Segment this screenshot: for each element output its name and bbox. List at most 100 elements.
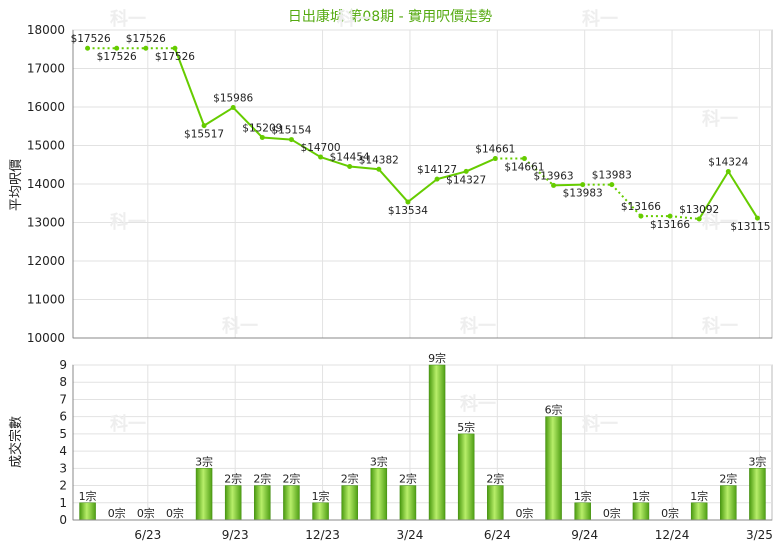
bar-value-label: 2宗 <box>486 472 504 486</box>
x-tick-label: 9/23 <box>222 528 249 542</box>
axes: 6/23 9/23 12/23 3/24 6/24 9/24 12/24 3/25 10000 1… <box>27 23 773 542</box>
line-value-label: $15517 <box>184 129 224 141</box>
line-point <box>230 105 236 111</box>
line-point <box>521 156 527 162</box>
x-tick-label: 6/23 <box>134 528 161 542</box>
bar-y-tick-label: 0 <box>59 513 67 527</box>
line-point <box>667 213 673 219</box>
line-point <box>551 182 557 188</box>
line-segment <box>378 168 409 203</box>
bar-value-label: 5宗 <box>457 420 475 434</box>
bar <box>749 468 766 521</box>
line-point <box>318 154 324 160</box>
line-segment-dotted <box>611 183 642 217</box>
watermark-text: 科一 <box>337 8 373 30</box>
line-value-label: $14661 <box>475 144 515 156</box>
line-point <box>85 45 91 51</box>
bar-value-label: 2宗 <box>224 472 242 486</box>
bar-y-tick-label: 1 <box>59 496 67 510</box>
line-segment <box>465 157 496 173</box>
line-value-label: $14327 <box>446 174 486 186</box>
bar-value-label: 0宗 <box>108 506 126 520</box>
bar-value-label: 1宗 <box>312 489 330 503</box>
line-point <box>463 168 469 174</box>
line-y-tick-label: 13000 <box>27 216 65 230</box>
bar-value-label: 0宗 <box>515 506 533 520</box>
line-point <box>288 137 294 143</box>
watermark-text: 科一 <box>582 413 618 435</box>
line-value-label: $15986 <box>213 93 253 105</box>
line-value-label: $15209 <box>242 122 282 134</box>
bar <box>720 485 737 521</box>
line-segment <box>174 47 205 126</box>
line-value-label: $14382 <box>359 154 399 166</box>
line-segment <box>553 183 583 187</box>
bar <box>399 485 417 521</box>
line-point <box>376 166 382 172</box>
watermark-text: 科一 <box>110 413 146 435</box>
bar-value-label: 1宗 <box>574 489 592 503</box>
bar-series <box>79 364 766 521</box>
bar-value-label: 3宗 <box>195 454 213 468</box>
watermark-text: 科一 <box>110 8 146 30</box>
line-point <box>609 182 615 188</box>
watermark-text: 科一 <box>702 315 738 337</box>
bar <box>224 485 242 521</box>
bar-value-label: 9宗 <box>428 351 446 365</box>
bar <box>254 485 271 521</box>
line-point <box>172 45 178 51</box>
bar-value-label: 2宗 <box>253 472 271 486</box>
bar <box>487 485 504 521</box>
x-tick-label: 3/25 <box>746 528 773 542</box>
chart-title: 日出康城 第08期 - 實用呎價走勢 <box>288 8 492 25</box>
line-y-tick-label: 12000 <box>27 254 65 268</box>
bar-plot-frame <box>72 364 773 521</box>
line-value-label: $14661 <box>504 162 544 174</box>
line-value-label: $17526 <box>126 33 166 45</box>
bar-value-label: 2宗 <box>341 472 359 486</box>
bar-value-label: 2宗 <box>399 472 417 486</box>
watermark-text: 科一 <box>110 211 146 233</box>
data-labels: 1宗 0宗 0宗 0宗 3宗 2宗 2宗 2宗 1宗 2宗 3宗 2宗 9宗 5宗 2宗 0宗 6宗 1宗 0宗 1宗… <box>71 33 771 520</box>
line-value-label: $13166 <box>621 201 661 213</box>
bar-y-tick-label: 9 <box>59 358 67 372</box>
line-value-label: $13115 <box>730 221 770 233</box>
bar <box>545 416 562 521</box>
bar-y-tick-label: 8 <box>59 375 67 389</box>
bar-value-label: 0宗 <box>137 506 155 520</box>
line-series <box>85 45 760 222</box>
line-point <box>754 215 760 221</box>
x-tick-label: 12/23 <box>305 528 340 542</box>
line-y-tick-label: 10000 <box>27 331 65 345</box>
line-segment <box>203 106 234 127</box>
bar-value-label: 3宗 <box>748 454 766 468</box>
line-value-label: $13534 <box>388 205 428 217</box>
bar-value-label: 2宗 <box>282 472 300 486</box>
bar-y-tick-label: 7 <box>59 392 67 406</box>
watermark-text: 科一 <box>222 315 258 337</box>
line-point <box>114 45 120 51</box>
bar <box>370 468 388 521</box>
watermark-text: 科一 <box>582 8 618 30</box>
line-value-label: $13166 <box>650 219 690 231</box>
bar-y-axis-label: 成交宗數 <box>8 416 24 468</box>
line-point <box>725 169 731 175</box>
line-point <box>201 123 207 129</box>
bar-value-label: 0宗 <box>603 506 621 520</box>
line-segment <box>698 171 730 220</box>
line-y-tick-label: 17000 <box>27 62 65 76</box>
bar-y-tick-label: 3 <box>59 461 67 475</box>
line-value-label: $13983 <box>592 170 632 182</box>
bar <box>283 485 300 521</box>
bar-y-tick-label: 6 <box>59 410 67 424</box>
bar-value-label: 3宗 <box>370 454 388 468</box>
line-y-tick-label: 18000 <box>27 23 65 37</box>
watermark-text: 科一 <box>702 108 738 130</box>
watermark-text: 科一 <box>702 211 738 233</box>
watermark-text: 科一 <box>460 393 496 415</box>
line-value-label: $14454 <box>330 152 370 164</box>
line-value-label: $14324 <box>708 157 748 169</box>
bar <box>690 502 708 521</box>
